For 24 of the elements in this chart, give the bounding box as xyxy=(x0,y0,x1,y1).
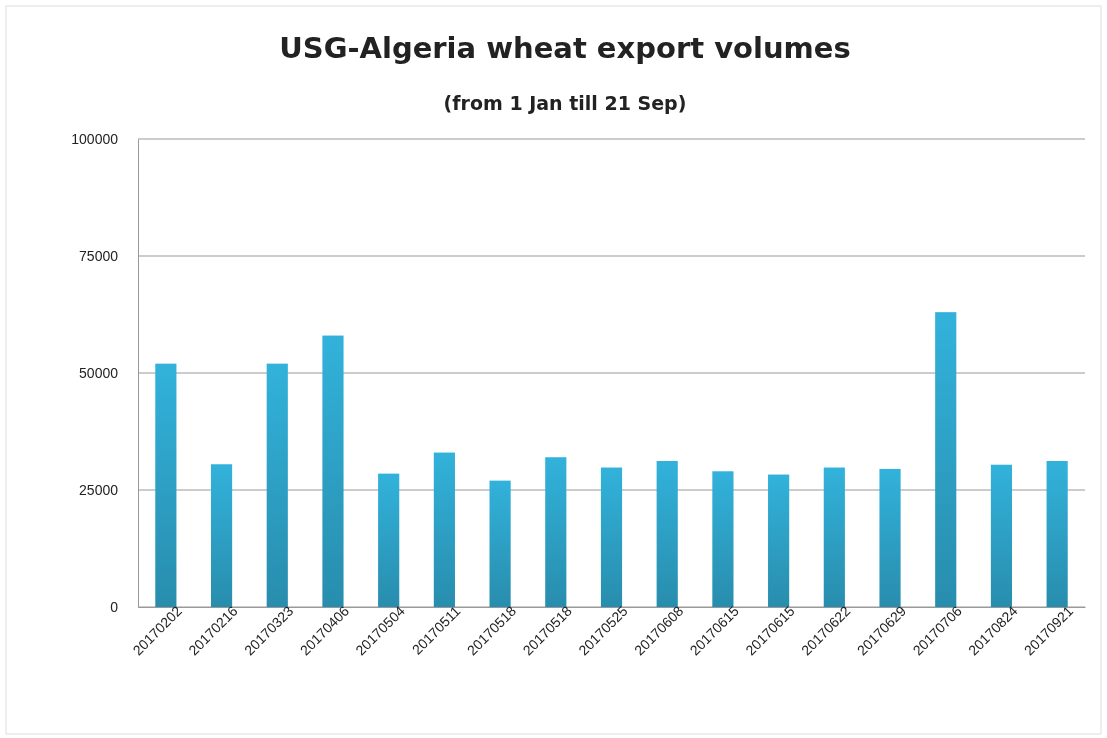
bar xyxy=(656,460,678,607)
bar xyxy=(266,363,288,607)
bar xyxy=(600,467,623,607)
bar xyxy=(155,363,177,607)
bar xyxy=(545,457,567,607)
bar xyxy=(210,464,233,607)
bar xyxy=(990,464,1013,607)
y-tick-label: 100000 xyxy=(71,130,119,147)
bar xyxy=(768,474,790,607)
bar xyxy=(378,473,400,607)
y-tick-label: 0 xyxy=(110,598,119,615)
bar xyxy=(712,471,734,607)
bar xyxy=(322,335,344,607)
bar xyxy=(879,468,901,607)
bar xyxy=(433,452,455,607)
bar xyxy=(1046,460,1068,607)
bar xyxy=(823,467,845,607)
chart-subtitle: (from 1 Jan till 21 Sep) xyxy=(443,92,687,114)
bar xyxy=(935,312,957,607)
chart-title: USG-Algeria wheat export volumes xyxy=(279,31,851,65)
y-tick-label: 50000 xyxy=(79,364,119,381)
bar xyxy=(489,480,511,607)
y-tick-label: 75000 xyxy=(79,247,119,264)
y-tick-label: 25000 xyxy=(79,481,119,498)
